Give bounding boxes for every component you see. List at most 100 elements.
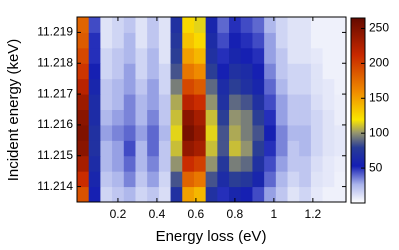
heat-cell [252, 94, 265, 110]
heat-cell [217, 94, 230, 110]
heat-cell [322, 140, 335, 157]
heat-cell [88, 94, 101, 110]
heat-cell [217, 63, 230, 80]
colorbar [350, 17, 366, 204]
heat-cell [322, 78, 335, 95]
heat-cell [205, 171, 218, 188]
heat-cell [334, 78, 347, 95]
heat-cell [299, 63, 312, 80]
x-tick-label: 1.2 [305, 207, 322, 221]
heat-cell [322, 47, 335, 64]
heat-cell [229, 109, 242, 126]
heat-cell [147, 124, 160, 141]
heat-cell [193, 124, 207, 141]
heat-cell [322, 17, 335, 33]
heat-cell [158, 47, 172, 64]
heat-cell [334, 47, 347, 64]
heat-cell [322, 186, 335, 203]
heat-cell [135, 171, 148, 188]
heat-cell [334, 94, 347, 110]
heat-cell [205, 63, 218, 80]
x-tick-label: 0.2 [110, 207, 127, 221]
heat-cell [275, 140, 289, 157]
heat-cell [205, 140, 218, 157]
colorbar-tick-label: 250 [369, 21, 389, 35]
heat-cell [287, 140, 300, 157]
heat-cell [77, 17, 90, 33]
heat-cell [170, 94, 183, 110]
heat-cell [287, 63, 300, 80]
heat-cell [205, 124, 218, 141]
heat-cell [287, 155, 300, 172]
heat-cell [100, 32, 113, 49]
heat-cell [193, 155, 207, 172]
heat-cell [158, 78, 172, 95]
heat-cell [252, 109, 265, 126]
heat-cell [322, 63, 335, 80]
heat-cell [170, 47, 183, 64]
heat-cell [88, 17, 101, 33]
heat-cell [112, 171, 125, 188]
heat-cell [334, 124, 347, 141]
y-tick-label: 11.216 [37, 117, 73, 131]
heat-cell [112, 94, 125, 110]
heat-cell [147, 17, 160, 33]
heat-cell [147, 63, 160, 80]
heat-cell [112, 109, 125, 126]
heat-cell [147, 32, 160, 49]
x-tick-label: 0.4 [149, 207, 166, 221]
heat-cell [322, 109, 335, 126]
heat-cell [229, 47, 242, 64]
heat-cell [112, 63, 125, 80]
heat-cell [135, 109, 148, 126]
heat-cell [229, 32, 242, 49]
heat-cell [287, 94, 300, 110]
heat-cell [182, 109, 195, 126]
heat-cell [287, 32, 300, 49]
heat-cell [240, 186, 253, 203]
heat-cell [88, 47, 101, 64]
heat-cell [170, 32, 183, 49]
heat-cell [229, 140, 242, 157]
heat-cell [275, 155, 289, 172]
heat-cell [287, 124, 300, 141]
heat-cell [158, 186, 172, 203]
heat-cell [158, 140, 172, 157]
heat-cell [123, 186, 136, 203]
heat-cell [229, 94, 242, 110]
heat-cell [112, 78, 125, 95]
heat-cell [252, 140, 265, 157]
heat-cell [88, 186, 101, 203]
heat-cell [158, 155, 172, 172]
plot-frame [76, 16, 347, 203]
x-axis-label: Energy loss (eV) [156, 228, 267, 245]
heat-cell [100, 124, 113, 141]
heat-cell [193, 94, 207, 110]
heat-cell [310, 155, 324, 172]
heat-cell [299, 17, 312, 33]
heat-cell [334, 109, 347, 126]
heat-cell [310, 32, 324, 49]
heat-cell [252, 78, 265, 95]
heat-cell [100, 94, 113, 110]
x-tick-label: 1 [271, 207, 278, 221]
heat-cell [123, 124, 136, 141]
heat-cell [275, 32, 289, 49]
heat-cell [100, 63, 113, 80]
heat-cell [77, 124, 90, 141]
heat-cell [334, 17, 347, 33]
heat-cell [147, 78, 160, 95]
heat-cell [264, 63, 277, 80]
heat-cell [264, 78, 277, 95]
heat-cell [205, 94, 218, 110]
heat-cell [217, 186, 230, 203]
heat-cell [205, 78, 218, 95]
heat-cell [229, 17, 242, 33]
heat-cell [100, 171, 113, 188]
heat-cell [275, 63, 289, 80]
heat-cell [182, 47, 195, 64]
heat-cell [182, 63, 195, 80]
heat-cell [100, 109, 113, 126]
heat-cell [147, 94, 160, 110]
heat-cell [182, 186, 195, 203]
